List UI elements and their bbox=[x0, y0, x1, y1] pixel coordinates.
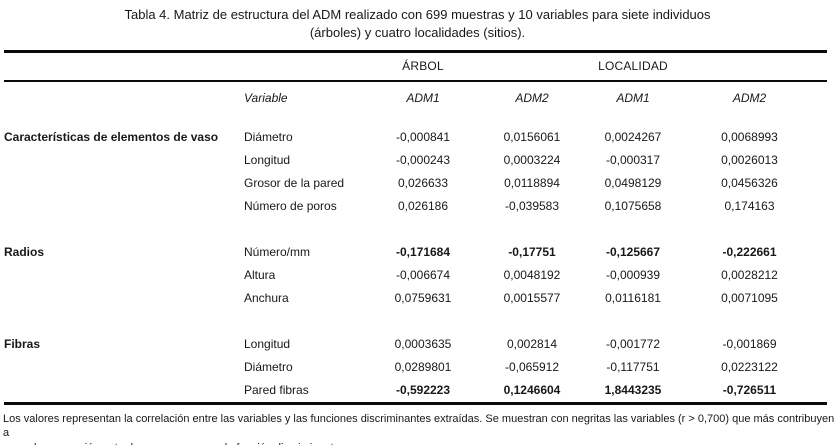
variable-label: Longitud bbox=[244, 153, 291, 168]
value-cell: -0,222661 bbox=[722, 245, 777, 260]
value-cell: 0,0156061 bbox=[503, 130, 561, 145]
column-header-row: Variable ADM1 ADM2 ADM1 ADM2 bbox=[4, 81, 827, 114]
value-cell: 0,0028212 bbox=[721, 268, 778, 283]
value-cell: 0,0498129 bbox=[604, 176, 662, 191]
value-cell: -0,000939 bbox=[605, 268, 661, 283]
group-label-vasos: Características de elementos de vaso bbox=[4, 130, 219, 145]
table-row: Pared fibras -0,592223 0,1246604 1,84432… bbox=[4, 378, 827, 405]
spacer-row bbox=[4, 114, 827, 126]
table-footnote: Los valores representan la correlación e… bbox=[3, 412, 835, 445]
spacer-row bbox=[4, 218, 827, 241]
value-cell: 0,0024267 bbox=[604, 130, 662, 145]
value-cell: 0,1246604 bbox=[484, 378, 580, 405]
value-cell: -0,001772 bbox=[605, 337, 661, 352]
value-cell: 0,0116181 bbox=[605, 291, 661, 306]
value-cell: 0,0071095 bbox=[721, 291, 778, 306]
variable-label: Altura bbox=[244, 268, 276, 283]
value-cell: -0,125667 bbox=[605, 245, 661, 260]
value-cell: -0,065912 bbox=[504, 360, 560, 375]
group-label-radios: Radios bbox=[4, 245, 45, 260]
footnote-line-2: la separación entre los grupos para cada… bbox=[34, 441, 835, 445]
value-cell: -0,006674 bbox=[395, 268, 451, 283]
value-cell: 0,0759631 bbox=[394, 291, 452, 306]
value-cell: 0,0003224 bbox=[503, 153, 561, 168]
header-adm1-arbol: ADM1 bbox=[406, 90, 440, 105]
header-adm2-arbol: ADM2 bbox=[515, 90, 549, 105]
value-cell: 0,0068993 bbox=[721, 130, 778, 145]
table-row: Diámetro 0,0289801 -0,065912 -0,117751 0… bbox=[4, 356, 827, 379]
value-cell: -0,171684 bbox=[395, 245, 451, 260]
variable-label: Diámetro bbox=[244, 360, 293, 375]
table-row: Altura -0,006674 0,0048192 -0,000939 0,0… bbox=[4, 264, 827, 287]
variable-label: Pared fibras bbox=[244, 378, 362, 405]
table-caption-line-2: (árboles) y cuatro localidades (sitios). bbox=[309, 25, 526, 41]
table-caption: Tabla 4. Matriz de estructura del ADM re… bbox=[0, 0, 835, 43]
value-cell: -0,726511 bbox=[686, 378, 827, 405]
table-row: Radios Número/mm -0,171684 -0,17751 -0,1… bbox=[4, 241, 827, 264]
value-cell: -0,117751 bbox=[606, 360, 660, 375]
value-cell: 0,0026013 bbox=[721, 153, 778, 168]
spacer-row bbox=[4, 310, 827, 333]
value-cell: -0,17751 bbox=[508, 245, 556, 260]
column-group-localidad: LOCALIDAD bbox=[580, 49, 686, 82]
value-cell: 0,0003635 bbox=[394, 337, 452, 352]
value-cell: 1,8443235 bbox=[580, 378, 686, 405]
table-row: Anchura 0,0759631 0,0015577 0,0116181 0,… bbox=[4, 287, 827, 310]
value-cell: -0,000317 bbox=[605, 153, 661, 168]
value-cell: 0,026186 bbox=[397, 199, 449, 214]
value-cell: 0,0223122 bbox=[721, 360, 778, 375]
variable-label: Diámetro bbox=[244, 130, 293, 145]
table-row: Características de elementos de vaso Diá… bbox=[4, 126, 827, 149]
value-cell: 0,0118894 bbox=[504, 176, 560, 191]
table-row: Grosor de la pared 0,026633 0,0118894 0,… bbox=[4, 172, 827, 195]
value-cell: -0,001869 bbox=[722, 337, 777, 352]
footnote-line-1: Los valores representan la correlación e… bbox=[3, 412, 835, 440]
header-adm1-localidad: ADM1 bbox=[616, 90, 650, 105]
value-cell: -0,592223 bbox=[362, 378, 484, 405]
variable-label: Longitud bbox=[244, 337, 291, 352]
value-cell: 0,0048192 bbox=[503, 268, 561, 283]
value-cell: -0,000841 bbox=[395, 130, 451, 145]
value-cell: -0,039583 bbox=[504, 199, 560, 214]
table-caption-line-1: Tabla 4. Matriz de estructura del ADM re… bbox=[124, 7, 711, 22]
header-adm2-localidad: ADM2 bbox=[732, 90, 767, 105]
value-cell: 0,0456326 bbox=[721, 176, 778, 191]
variable-label: Grosor de la pared bbox=[244, 176, 345, 191]
table-row: Número de poros 0,026186 -0,039583 0,107… bbox=[4, 195, 827, 218]
value-cell: 0,1075658 bbox=[604, 199, 662, 214]
structure-matrix-table: ÁRBOL LOCALIDAD Variable ADM1 ADM2 ADM1 … bbox=[4, 49, 827, 405]
value-cell: 0,002814 bbox=[506, 337, 558, 352]
header-variable: Variable bbox=[244, 90, 288, 105]
value-cell: 0,174163 bbox=[724, 199, 775, 214]
variable-label: Número/mm bbox=[244, 245, 311, 260]
variable-label: Anchura bbox=[244, 291, 289, 306]
value-cell: 0,026633 bbox=[397, 176, 449, 191]
group-label-fibras: Fibras bbox=[4, 337, 41, 352]
variable-label: Número de poros bbox=[244, 199, 337, 214]
value-cell: 0,0289801 bbox=[394, 360, 452, 375]
table-row: Longitud -0,000243 0,0003224 -0,000317 0… bbox=[4, 149, 827, 172]
column-group-arbol: ÁRBOL bbox=[362, 49, 484, 82]
table-row: Fibras Longitud 0,0003635 0,002814 -0,00… bbox=[4, 333, 827, 356]
value-cell: -0,000243 bbox=[395, 153, 451, 168]
value-cell: 0,0015577 bbox=[503, 291, 561, 306]
column-group-header-row: ÁRBOL LOCALIDAD bbox=[4, 49, 827, 82]
